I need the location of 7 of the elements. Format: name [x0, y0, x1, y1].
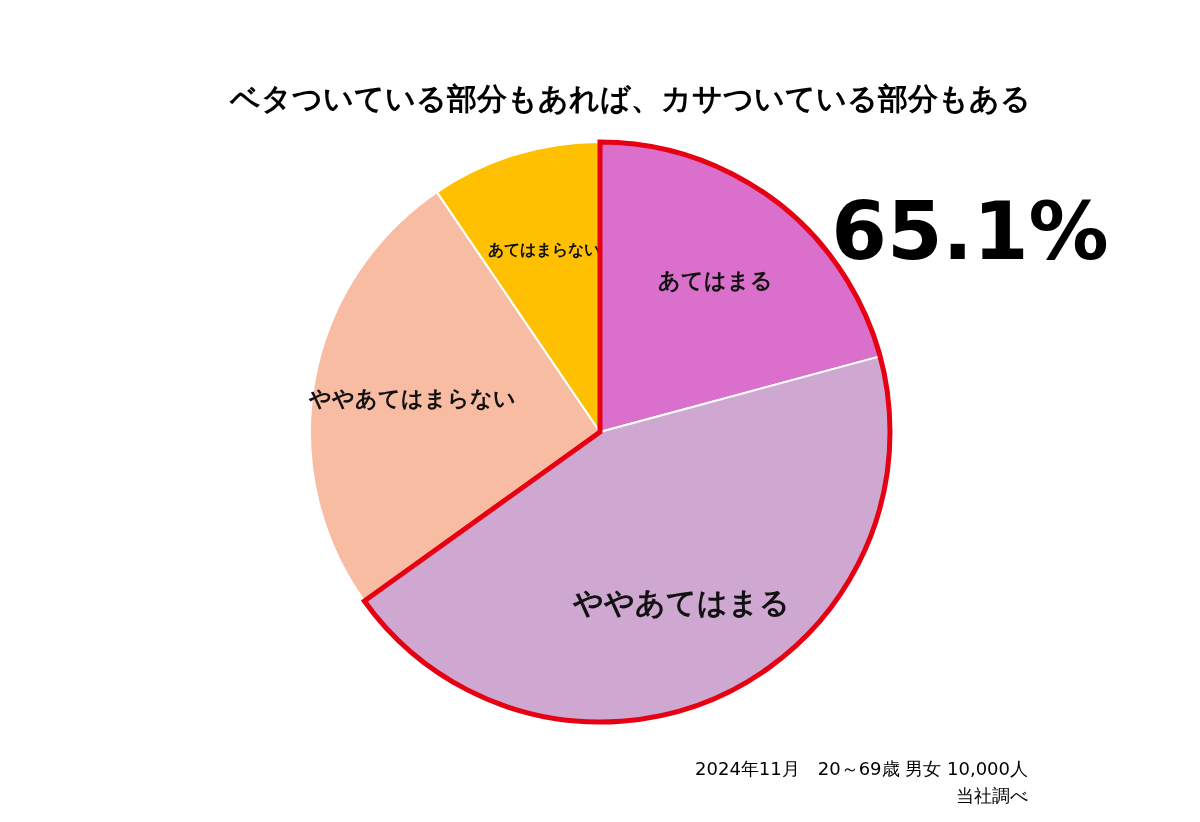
slice-label: あてはまる — [658, 268, 774, 294]
text: 65.1% — [831, 185, 1109, 278]
slice-label: ややあてはまらない — [308, 385, 517, 411]
text: 当社調べ — [956, 785, 1028, 806]
text: 2024年11月 20～69歳 男女 10,000人 — [695, 758, 1028, 779]
chart-title: ベタついている部分もあれば、カサついている部分もある — [228, 81, 1031, 116]
slice-label: ややあてはまる — [571, 584, 790, 620]
